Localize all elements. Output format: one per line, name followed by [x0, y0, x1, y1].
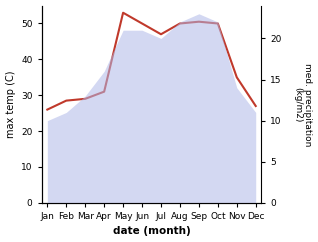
X-axis label: date (month): date (month) [113, 227, 190, 236]
Y-axis label: med. precipitation
(kg/m2): med. precipitation (kg/m2) [293, 62, 313, 146]
Y-axis label: max temp (C): max temp (C) [5, 70, 16, 138]
